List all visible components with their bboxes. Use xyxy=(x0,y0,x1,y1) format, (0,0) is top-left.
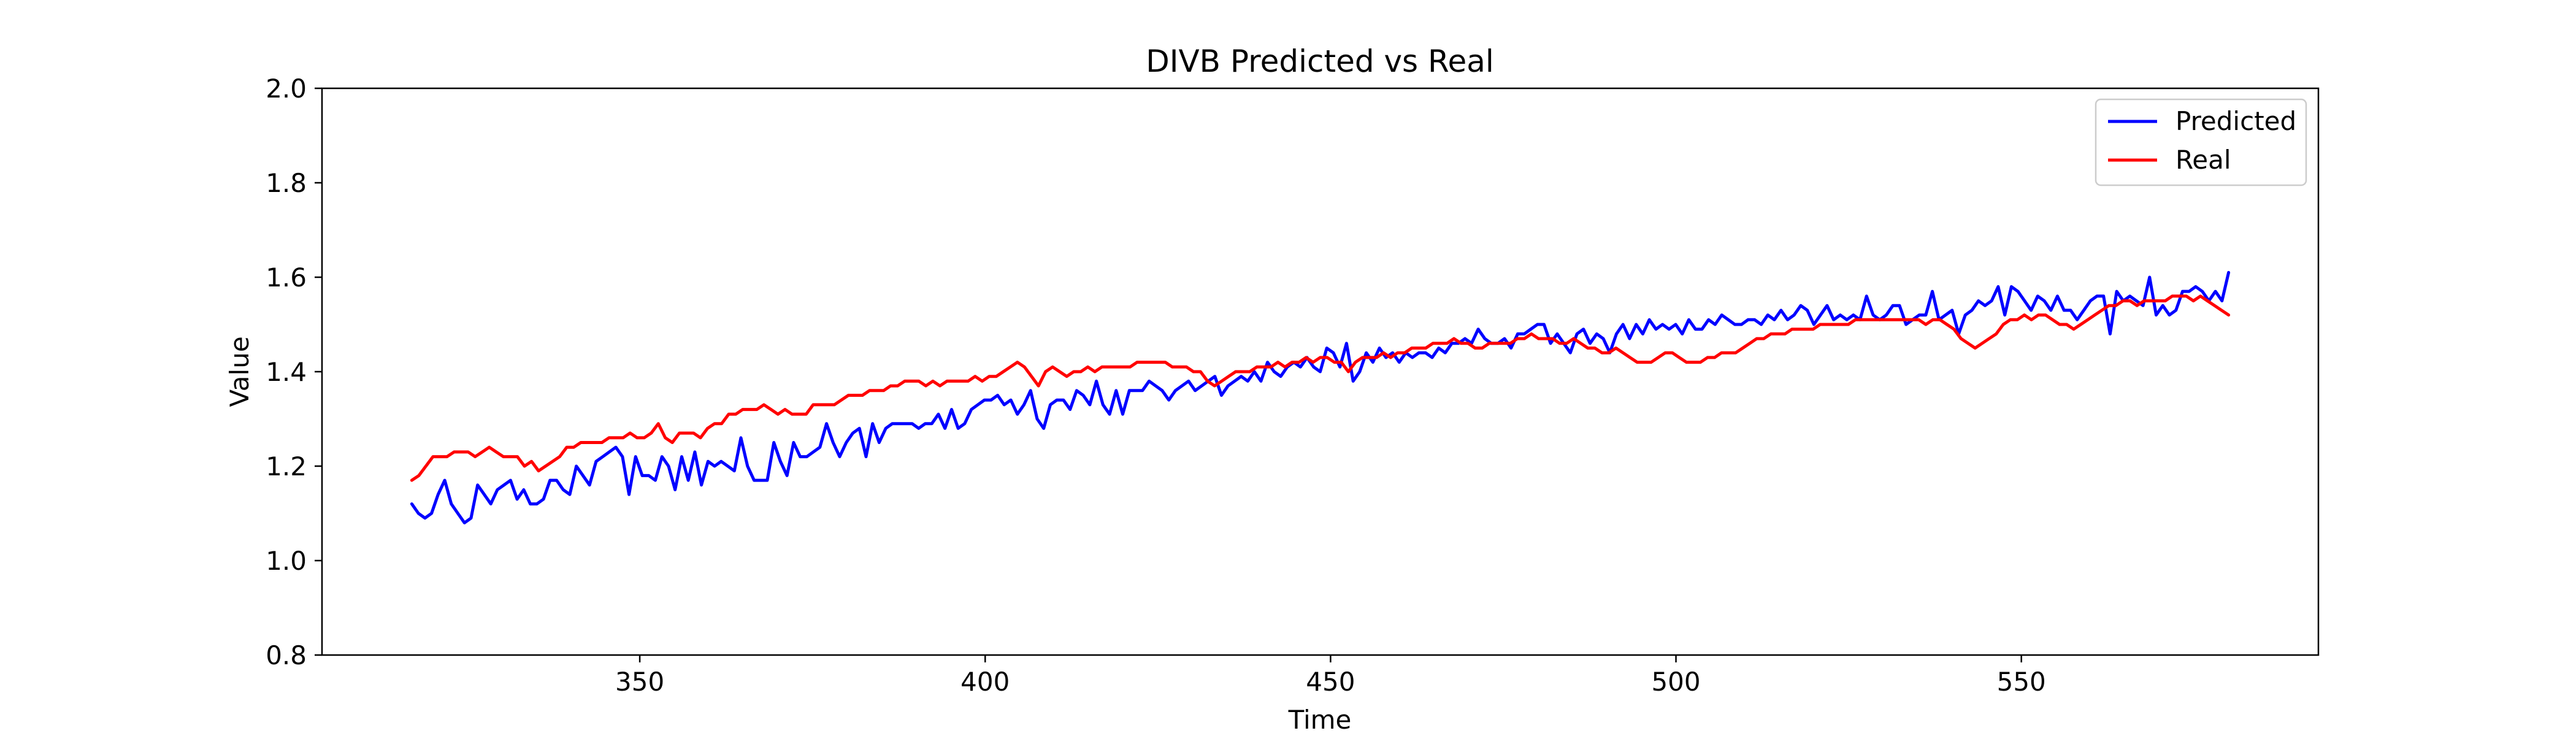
legend-label-real: Real xyxy=(2175,145,2231,175)
y-tick-label: 2.0 xyxy=(266,74,307,104)
x-tick-label: 450 xyxy=(1306,667,1355,697)
series-line-real xyxy=(410,294,2231,482)
x-tick-label: 550 xyxy=(1997,667,2046,697)
y-axis: 0.8 1.0 1.2 1.4 1.6 1.8 2.0 xyxy=(266,74,322,670)
y-tick-label: 1.4 xyxy=(266,357,307,387)
x-axis-label: Time xyxy=(1288,705,1352,735)
legend-label-predicted: Predicted xyxy=(2175,106,2296,136)
series-layer xyxy=(410,270,2231,524)
y-tick-label: 1.2 xyxy=(266,451,307,481)
y-tick-label: 1.0 xyxy=(266,546,307,576)
chart-title: DIVB Predicted vs Real xyxy=(1146,44,1494,79)
x-tick-label: 350 xyxy=(615,667,664,697)
y-tick-label: 1.8 xyxy=(266,168,307,198)
series-line-predicted xyxy=(410,270,2231,524)
x-tick-label: 500 xyxy=(1651,667,1700,697)
x-tick-label: 400 xyxy=(960,667,1010,697)
y-axis-label: Value xyxy=(224,336,255,407)
legend: Predicted Real xyxy=(2095,98,2307,186)
y-tick-label: 0.8 xyxy=(266,640,307,670)
x-axis: 350 400 450 500 550 xyxy=(615,655,2046,697)
y-tick-label: 1.6 xyxy=(266,263,307,293)
